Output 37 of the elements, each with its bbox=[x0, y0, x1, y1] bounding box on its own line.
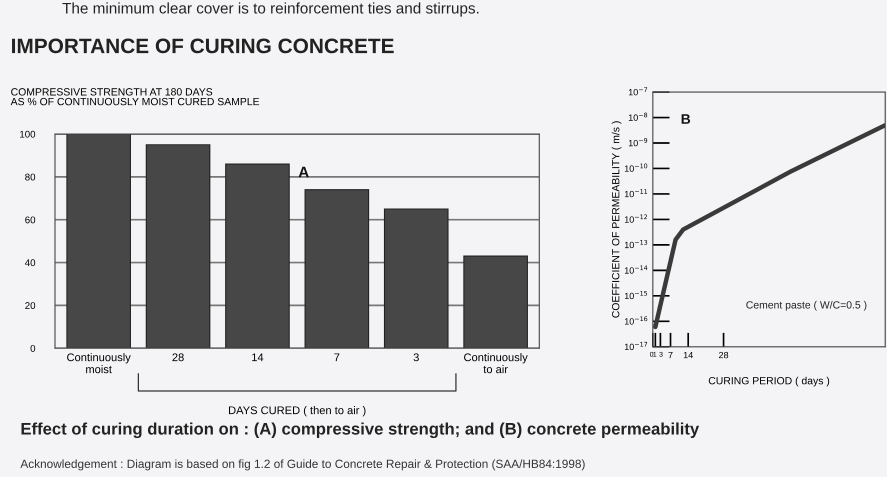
y-tick-label: 10$^{−11}$ bbox=[624, 189, 648, 198]
chart-title: IMPORTANCE OF CURING CONCRETE bbox=[12, 38, 394, 54]
annotation: B bbox=[682, 114, 690, 124]
y-axis-title: COMPRESSIVE STRENGTH AT 180 DAYS AS % OF CONTINUOUSLY MOIST CURED SAMPLE bbox=[10, 88, 260, 106]
y-tick-label: 10$^{−9}$ bbox=[628, 138, 648, 146]
x-tick-label: Continuously to air bbox=[464, 353, 528, 374]
y-tick-label: 10$^{−14}$ bbox=[624, 266, 648, 274]
y-tick-label: 100 bbox=[20, 130, 36, 138]
x-tick-label: 7 bbox=[668, 352, 673, 358]
x-tick-label: 28 bbox=[718, 352, 728, 358]
y-tick-label: 80 bbox=[25, 174, 36, 180]
x-tick-label: 28 bbox=[172, 353, 184, 362]
y-tick-label: 10$^{−13}$ bbox=[624, 240, 648, 248]
y-tick-label: 20 bbox=[25, 302, 36, 309]
y-tick-label: 40 bbox=[24, 259, 36, 266]
y-tick-label: 10$^{−12}$ bbox=[624, 214, 648, 223]
y-axis-title: COEFFICIENT OF PERMEABILITY ( m/s ) bbox=[612, 121, 622, 318]
y-tick-label: 10$^{−16}$ bbox=[624, 316, 648, 325]
y-tick-label: 10$^{−10}$ bbox=[624, 164, 648, 172]
x-tick-label: 14 bbox=[252, 353, 264, 362]
y-tick-label: 10$^{−17}$ bbox=[624, 342, 648, 350]
text: The minimum clear cover is to reinforcement ties and stirrups. bbox=[62, 2, 478, 17]
x-axis-title: CURING PERIOD ( days ) bbox=[708, 376, 830, 386]
x-tick-label: 7 bbox=[334, 353, 340, 362]
x-tick-label: Continuously moist bbox=[67, 353, 131, 374]
y-tick-label: 0 bbox=[30, 344, 36, 352]
annotation: Cement paste ( W/C=0.5 ) bbox=[746, 300, 866, 311]
text: Acknowledgement : Diagram is based on fig 1.2 of Guide to Concrete Repair & Protection (SAA/HB84:1998) bbox=[20, 459, 585, 470]
y-tick-label: 60 bbox=[25, 216, 36, 224]
y-tick-label: 10$^{−8}$ bbox=[628, 112, 648, 121]
text: Effect of curing duration on : (A) compressive strength; and (B) concrete permeability bbox=[22, 422, 700, 438]
x-tick-label: 14 bbox=[684, 352, 693, 358]
annotation: A bbox=[298, 166, 309, 178]
x-tick-label: 3 bbox=[414, 353, 419, 362]
y-tick-label: 10$^{−7}$ bbox=[628, 87, 648, 96]
x-axis-title: DAYS CURED ( then to air ) bbox=[229, 406, 366, 416]
y-tick-label: 10$^{−15}$ bbox=[624, 290, 648, 300]
